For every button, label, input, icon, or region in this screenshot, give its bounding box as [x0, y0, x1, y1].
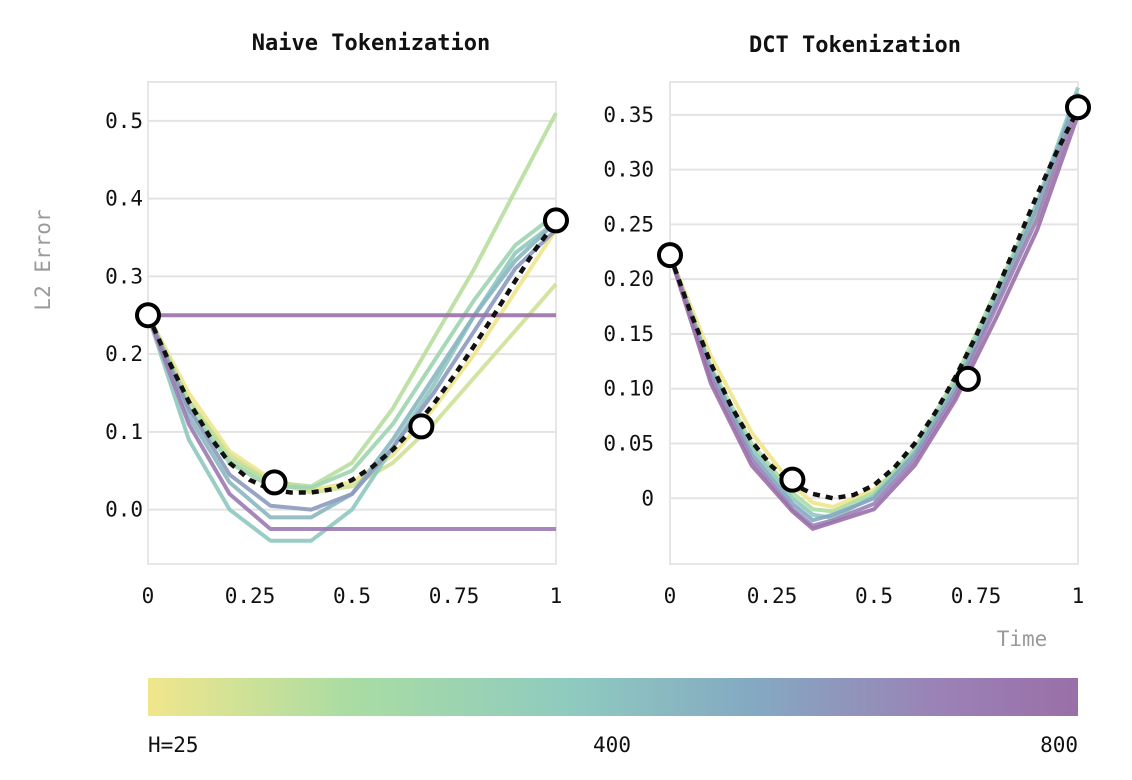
x-tick-label-naive: 0: [142, 584, 155, 608]
colorbar-label-min: H=25: [148, 733, 199, 757]
series-line-naive: [146, 228, 558, 512]
series-line-dct: [668, 103, 1080, 509]
series-line-dct: [668, 92, 1080, 523]
panel-naive: Naive Tokenization 0.0 0.1 0.2 0.3 0.4 0.5 0 0…: [105, 31, 569, 608]
x-tick-label-naive: 0.5: [333, 584, 371, 608]
series-line-dct: [668, 103, 1080, 528]
x-tick-label-naive: 1: [550, 584, 563, 608]
series-line-dct: [668, 92, 1080, 514]
y-tick-label-naive: 0.1: [105, 420, 143, 444]
colorbar-label-max: 800: [1040, 733, 1078, 757]
colorbar-gradient: [148, 678, 1078, 716]
keyframe-marker-naive: [543, 207, 569, 234]
y-tick-label-dct: 0.10: [603, 377, 654, 401]
x-tick-label-dct: 0: [664, 584, 677, 608]
series-line-dct: [668, 114, 1080, 531]
series-line-naive: [146, 314, 556, 531]
colorbar: H=25 400 800: [148, 678, 1078, 757]
keyframe-marker-dct: [657, 242, 683, 269]
y-tick-label-dct: 0.15: [603, 322, 654, 346]
y-axis-label: L2 Error: [31, 209, 55, 310]
keyframe-marker-naive: [261, 469, 288, 496]
series-line-dct: [668, 86, 1080, 520]
colorbar-label-mid: 400: [593, 733, 631, 757]
target-line-dct: [667, 108, 1081, 501]
y-tick-label-dct: 0.05: [603, 432, 654, 456]
panel-dct: DCT Tokenization 0 0.05 0.10 0.15 0.20 0.25 0.…: [603, 33, 1091, 608]
x-axis-label: Time: [997, 627, 1048, 651]
chart-title-naive: Naive Tokenization: [252, 31, 490, 56]
x-tick-label-naive: 0.25: [225, 584, 276, 608]
y-tick-label-dct: 0.25: [603, 212, 654, 236]
y-tick-label-naive: 0.3: [105, 264, 143, 288]
x-tick-label-dct: 0.75: [951, 584, 1002, 608]
y-tick-label-dct: 0: [641, 486, 654, 510]
y-tick-label-dct: 0.30: [603, 158, 654, 182]
x-tick-label-dct: 1: [1072, 584, 1085, 608]
plot-area-dct: [669, 81, 1079, 565]
y-tick-label-naive: 0.4: [105, 187, 143, 211]
series-line-naive: [146, 112, 558, 489]
x-tick-label-dct: 0.25: [747, 584, 798, 608]
chart-title-dct: DCT Tokenization: [749, 33, 961, 58]
y-tick-label-dct: 0.20: [603, 267, 654, 291]
keyframe-marker-dct: [1065, 94, 1091, 121]
x-tick-label-naive: 0.75: [429, 584, 480, 608]
keyframe-marker-naive: [135, 302, 161, 329]
keyframe-marker-naive: [408, 413, 435, 440]
keyframe-marker-dct: [954, 365, 981, 392]
keyframe-marker-dct: [779, 466, 806, 493]
y-tick-label-naive: 0.2: [105, 342, 143, 366]
target-line-naive: [145, 220, 558, 495]
y-tick-label-naive: 0.5: [105, 109, 143, 133]
y-tick-label-naive: 0.0: [105, 498, 143, 522]
x-tick-label-dct: 0.5: [855, 584, 893, 608]
y-tick-label-dct: 0.35: [603, 103, 654, 127]
